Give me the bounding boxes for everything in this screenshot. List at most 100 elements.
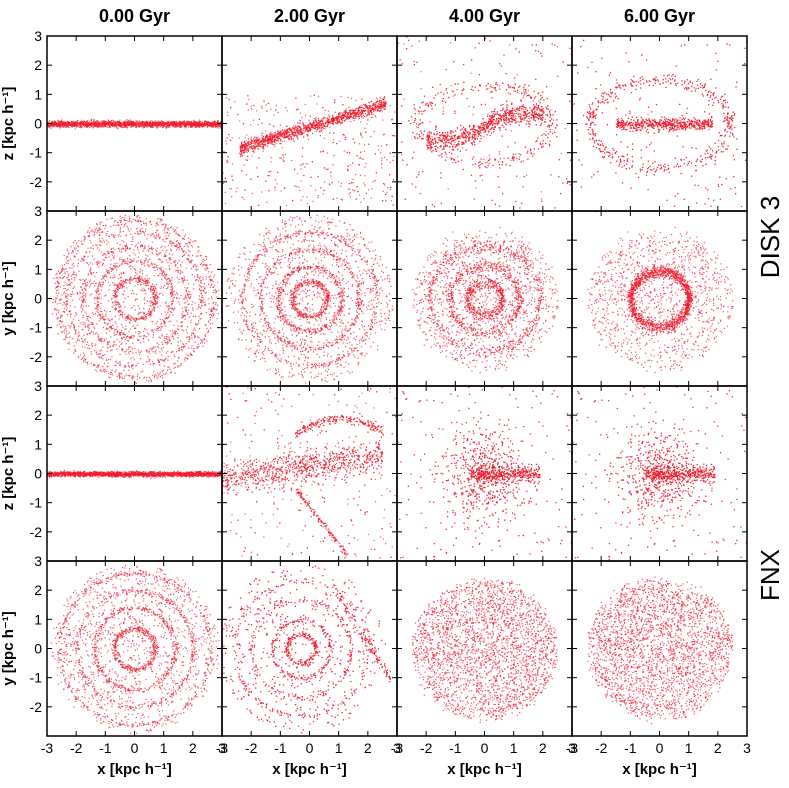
data-point — [257, 176, 258, 177]
data-point — [280, 132, 281, 133]
data-point — [375, 115, 376, 116]
data-point — [312, 125, 313, 126]
data-point — [358, 164, 359, 165]
data-point — [117, 128, 118, 129]
data-point — [198, 124, 199, 125]
data-point — [190, 126, 191, 127]
panel-0-1 — [222, 36, 398, 211]
data-point — [226, 97, 227, 98]
data-point — [65, 124, 66, 125]
data-point — [394, 111, 395, 112]
data-point — [302, 196, 303, 197]
data-point — [301, 130, 302, 131]
data-point — [303, 124, 304, 125]
data-point — [99, 124, 100, 125]
data-point — [74, 122, 75, 123]
data-point — [215, 123, 216, 124]
data-point — [74, 123, 75, 124]
data-point — [304, 167, 305, 168]
data-point — [374, 131, 375, 132]
data-point — [350, 196, 351, 197]
data-point — [373, 114, 374, 115]
data-point — [253, 105, 254, 106]
data-point — [390, 189, 391, 190]
data-point — [52, 121, 53, 122]
data-point — [336, 143, 337, 144]
data-point — [298, 131, 299, 132]
data-point — [300, 113, 301, 114]
data-point — [268, 190, 269, 191]
data-point — [64, 121, 65, 122]
data-point — [245, 159, 246, 160]
data-point — [389, 174, 390, 175]
data-point — [377, 109, 378, 110]
data-point — [240, 154, 241, 155]
data-point — [382, 99, 383, 100]
data-point — [314, 128, 315, 129]
data-point — [368, 105, 369, 106]
data-point — [359, 107, 360, 108]
data-point — [257, 137, 258, 138]
data-point — [338, 113, 339, 114]
data-point — [281, 135, 282, 136]
data-point — [333, 119, 334, 120]
data-point — [386, 144, 387, 145]
data-point — [188, 126, 189, 127]
data-point — [322, 126, 323, 127]
data-point — [162, 127, 163, 128]
data-point — [250, 179, 251, 180]
data-point — [258, 148, 259, 149]
data-point — [378, 150, 379, 151]
data-point — [371, 101, 372, 102]
data-point — [359, 112, 360, 113]
data-point — [318, 96, 319, 97]
data-point — [340, 199, 341, 200]
data-point — [159, 122, 160, 123]
data-point — [293, 138, 294, 139]
y-tick-label: 0 — [34, 116, 42, 132]
data-point — [145, 125, 146, 126]
data-point — [262, 144, 263, 145]
data-point — [288, 128, 289, 129]
data-point — [308, 139, 309, 140]
data-point — [349, 112, 350, 113]
data-point — [258, 205, 259, 206]
data-point — [352, 179, 353, 180]
data-point — [113, 120, 114, 121]
data-point — [179, 127, 180, 128]
data-point — [279, 143, 280, 144]
data-point — [300, 129, 301, 130]
data-point — [364, 144, 365, 145]
data-point — [163, 121, 164, 122]
data-point — [56, 123, 57, 124]
data-point — [254, 146, 255, 147]
data-point — [316, 103, 317, 104]
data-point — [305, 125, 306, 126]
data-point — [242, 155, 243, 156]
data-point — [286, 205, 287, 206]
data-point — [361, 116, 362, 117]
data-point — [227, 115, 228, 116]
data-point — [269, 138, 270, 139]
data-point — [167, 123, 168, 124]
data-point — [245, 147, 246, 148]
data-point — [385, 200, 386, 201]
data-point — [283, 135, 284, 136]
data-point — [274, 187, 275, 188]
data-point — [180, 124, 181, 125]
data-point — [242, 197, 243, 198]
data-point — [119, 121, 120, 122]
data-point — [300, 123, 301, 124]
data-point — [104, 124, 105, 125]
data-point — [317, 127, 318, 128]
data-point — [133, 125, 134, 126]
data-point — [365, 107, 366, 108]
data-point — [242, 151, 243, 152]
data-point — [95, 125, 96, 126]
data-point — [117, 124, 118, 125]
data-point — [392, 196, 393, 197]
data-point — [391, 119, 392, 120]
data-point — [239, 153, 240, 154]
data-point — [248, 99, 249, 100]
y-tick-label: 1 — [34, 86, 42, 102]
